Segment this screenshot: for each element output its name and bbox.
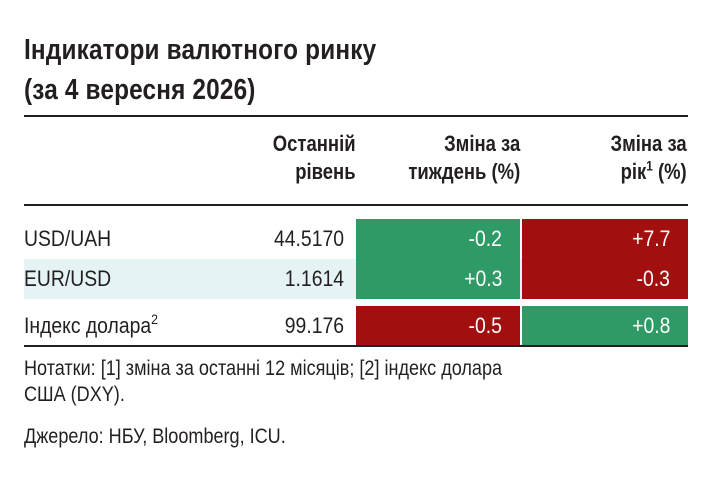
year-change-cell: -0.3 [522, 259, 688, 299]
row-last-level: 44.5170 [274, 226, 344, 251]
week-change-cell: +0.3 [356, 259, 520, 299]
row-last-level: 99.176 [284, 313, 344, 338]
header-last-level: Останній рівень [273, 131, 356, 184]
row-label: Індекс долара2 [24, 311, 158, 338]
top-rule [24, 115, 688, 117]
row-label: EUR/USD [24, 266, 112, 291]
title-line-2: (за 4 вересня 2026) [24, 74, 256, 106]
footnote-ref-1: 1 [646, 157, 654, 174]
page-title: Індикатори валютного ринку (за 4 вересня… [24, 30, 587, 110]
row-label: USD/UAH [24, 226, 112, 251]
year-change-cell: +0.8 [522, 306, 688, 346]
header-rule [24, 204, 688, 206]
notes-text: Нотатки: [1] зміна за останні 12 місяців… [24, 357, 503, 406]
year-change-cell: +7.7 [522, 219, 688, 259]
week-change-cell: -0.2 [356, 219, 520, 259]
table-row: USD/UAH 44.5170 -0.2 +7.7 [24, 219, 688, 259]
title-line-1: Індикатори валютного ринку [24, 34, 377, 66]
bottom-rule [24, 345, 688, 347]
footnote-ref-2: 2 [151, 311, 158, 327]
header-week-change: Зміна за тиждень (%) [408, 131, 520, 184]
table-row: EUR/USD 1.1614 +0.3 -0.3 [24, 259, 688, 299]
header-year-change: Зміна за рік1 (%) [610, 131, 687, 184]
week-change-cell: -0.5 [356, 306, 520, 346]
source-text: Джерело: НБУ, Bloomberg, ICU. [24, 425, 286, 448]
row-last-level: 1.1614 [284, 266, 344, 291]
table-row: Індекс долара2 99.176 -0.5 +0.8 [24, 306, 688, 346]
